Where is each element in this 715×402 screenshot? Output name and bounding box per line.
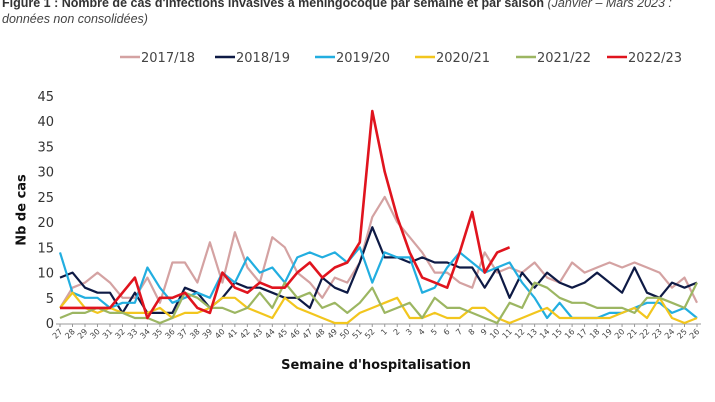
series-line-2017-18 <box>59 195 698 309</box>
x-tick-label: 7 <box>454 327 464 337</box>
y-axis-title: Nb de cas <box>15 174 30 246</box>
legend-label: 2019/20 <box>336 51 390 66</box>
y-tick-label: 15 <box>37 241 54 256</box>
legend-label: 2020/21 <box>436 51 490 66</box>
figure-title: Figure 1 : Nombre de cas d'infections in… <box>2 0 714 27</box>
series-lines <box>58 109 698 325</box>
legend-item: 2019/20 <box>315 51 390 66</box>
legend: 2017/18 2018/19 2019/20 2020/21 2021/22 2022/… <box>120 51 682 66</box>
y-tick-label: 5 <box>46 292 54 307</box>
y-tick-label: 30 <box>37 166 54 181</box>
figure-subtitle: (Janvier – Mars 2023 : données non conso… <box>2 0 672 26</box>
y-tick-label: 45 <box>37 90 54 105</box>
x-tick-label: 9 <box>479 327 489 337</box>
series-line-2021-22 <box>59 281 698 325</box>
legend-label: 2022/23 <box>628 51 682 66</box>
legend-item: 2021/22 <box>516 51 591 66</box>
x-tick-label: 26 <box>688 327 702 341</box>
x-tick-label: 3 <box>404 327 414 337</box>
series-line-2020-21 <box>59 291 698 325</box>
x-tick-label: 2 <box>392 327 402 337</box>
legend-label: 2021/22 <box>537 51 591 66</box>
x-axis-title: Semaine d'hospitalisation <box>281 358 471 373</box>
x-tick-label: 5 <box>429 327 439 337</box>
y-axis: 0 5 10 15 20 25 30 35 40 45 <box>37 90 54 332</box>
x-axis: 2728293031323334353637383940414243444546… <box>51 323 702 341</box>
x-tick-label: 8 <box>467 327 477 337</box>
y-tick-label: 0 <box>46 317 54 332</box>
y-tick-label: 10 <box>37 267 54 282</box>
legend-label: 2017/18 <box>141 51 195 66</box>
legend-item: 2017/18 <box>120 51 195 66</box>
legend-label: 2018/19 <box>236 51 290 66</box>
legend-item: 2018/19 <box>215 51 290 66</box>
legend-item: 2022/23 <box>607 51 682 66</box>
x-tick-label: 6 <box>442 327 452 337</box>
figure-title-main: Figure 1 : Nombre de cas d'infections in… <box>2 0 545 10</box>
y-tick-label: 35 <box>37 140 54 155</box>
x-tick-label: 52 <box>363 327 377 341</box>
legend-item: 2020/21 <box>415 51 490 66</box>
x-tick-label: 4 <box>417 327 427 337</box>
y-tick-label: 25 <box>37 191 54 206</box>
y-tick-label: 20 <box>37 216 54 231</box>
y-tick-label: 40 <box>37 115 54 130</box>
x-tick-label: 1 <box>379 327 389 337</box>
series-line-2022-23 <box>60 109 511 320</box>
